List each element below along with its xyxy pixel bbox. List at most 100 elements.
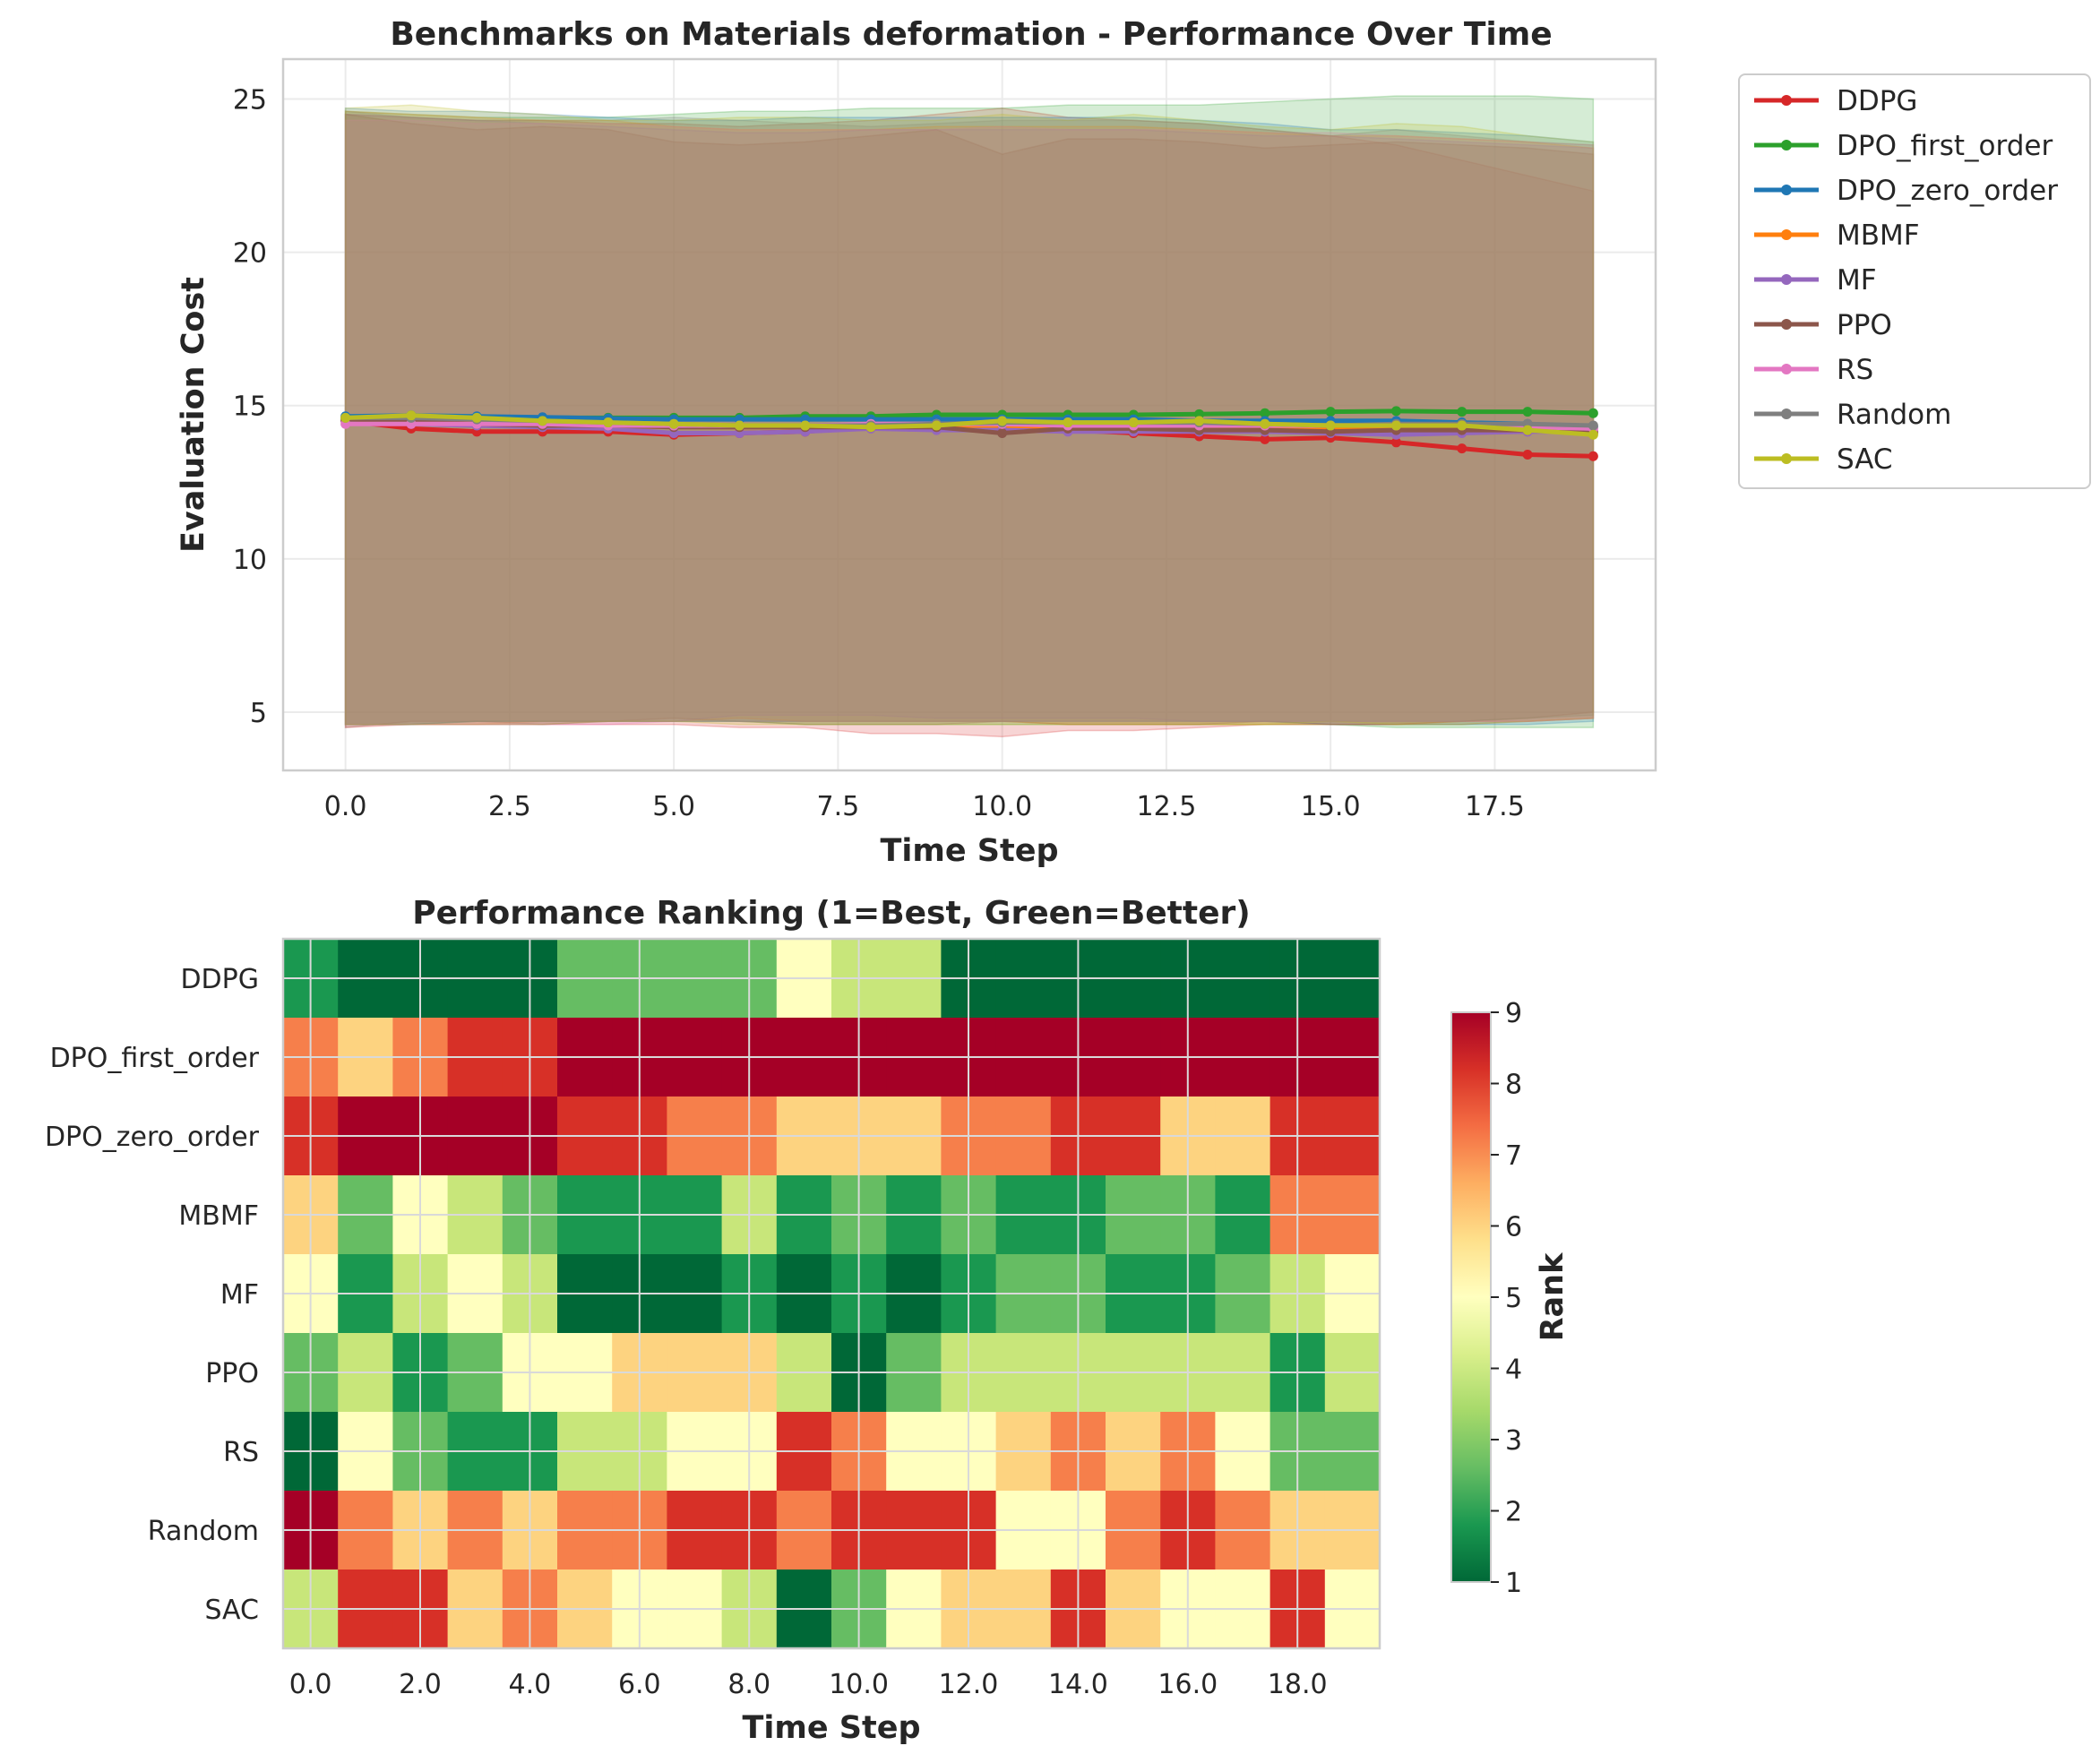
- legend-label: RS: [1837, 354, 1873, 386]
- line-x-tick-label: 7.5: [817, 791, 860, 822]
- line-x-tick-label: 0.0: [324, 791, 367, 822]
- colorbar-tick-label: 2: [1505, 1497, 1522, 1528]
- series-point-SAC: [1194, 416, 1205, 426]
- legend-label: MF: [1837, 264, 1877, 297]
- series-point-DPO_first_order: [1325, 407, 1336, 417]
- legend-marker: [1781, 229, 1792, 240]
- heatmap-gridlines: [283, 939, 1380, 1648]
- series-point-DDPG: [1390, 437, 1401, 448]
- heatmap-x-axis-label: Time Step: [743, 1710, 921, 1746]
- colorbar-tick-label: 5: [1505, 1283, 1522, 1314]
- series-point-DDPG: [1522, 449, 1533, 460]
- series-line-DPO_zero_order: [345, 413, 1594, 430]
- line-confidence-bands: [344, 95, 1595, 738]
- heatmap-row-label: DPO_first_order: [50, 1043, 260, 1074]
- line-x-tick-label: 2.5: [488, 791, 531, 822]
- legend-item-SAC: SAC: [1754, 443, 1893, 476]
- legend-marker: [1781, 319, 1792, 330]
- legend-item-DDPG: DDPG: [1754, 85, 1917, 117]
- line-x-ticks: 0.0 2.5 5.0 7.5 10.0 12.5 15.0 17.5: [324, 791, 1525, 822]
- legend-label: SAC: [1837, 443, 1893, 476]
- legend-marker: [1781, 364, 1792, 374]
- colorbar-tick-label: 9: [1505, 998, 1522, 1029]
- heatmap-row-label: SAC: [204, 1595, 259, 1626]
- line-y-tick-label: 5: [250, 698, 267, 729]
- legend-frame: [1738, 73, 2091, 489]
- legend: DDPG DPO_first_order DPO_zero_order MBMF MF P…: [1738, 73, 2091, 489]
- colorbar-label: Rank: [1535, 1252, 1571, 1341]
- series-point-DDPG: [1457, 443, 1467, 454]
- heatmap-x-tick-label: 4.0: [509, 1669, 552, 1700]
- series-line-SAC: [345, 413, 1594, 437]
- series-point-SAC: [997, 416, 1008, 426]
- colorbar-tick-label: 1: [1505, 1568, 1522, 1599]
- line-chart-title: Benchmarks on Materials deformation - Pe…: [390, 16, 1552, 53]
- line-y-axis-label: Evaluation Cost: [176, 277, 211, 553]
- series-point-DPO_first_order: [1522, 407, 1533, 417]
- line-series-group: [340, 406, 1598, 461]
- legend-item-MF: MF: [1754, 264, 1877, 297]
- heatmap-row-label: MF: [220, 1279, 259, 1311]
- legend-marker: [1781, 95, 1792, 106]
- heatmap-x-tick-label: 8.0: [727, 1669, 770, 1700]
- legend-item-DPO_zero_order: DPO_zero_order: [1754, 175, 2058, 207]
- heatmap-frame: [281, 937, 1381, 1650]
- heatmap-row-label: DDPG: [180, 964, 259, 995]
- heatmap-row-label: Random: [148, 1516, 259, 1547]
- heatmap-x-tick-label: 10.0: [829, 1669, 889, 1700]
- heatmap-row-label: MBMF: [178, 1200, 259, 1232]
- heatmap-x-ticks: 0.0 2.0 4.0 6.0 8.0 10.0 12.0 14.0 16.0 18.0: [289, 1669, 1328, 1700]
- band-DPO_first_order: [344, 95, 1595, 728]
- series-point-SAC: [340, 412, 351, 423]
- legend-item-MBMF: MBMF: [1754, 219, 1920, 252]
- colorbar-tick-label: 8: [1505, 1070, 1522, 1101]
- legend-item-Random: Random: [1754, 399, 1951, 431]
- colorbar-ticks: 1 2 3 4 5 6 7 8 9: [1491, 998, 1522, 1599]
- legend-label: DPO_first_order: [1837, 130, 2053, 162]
- line-plot-frame: [281, 57, 1657, 772]
- heatmap-x-tick-label: 0.0: [289, 1669, 332, 1700]
- series-point-DPO_first_order: [1194, 408, 1205, 419]
- heatmap-x-tick-label: 18.0: [1268, 1669, 1328, 1700]
- ranking-heatmap: Performance Ranking (1=Best, Green=Bette…: [45, 895, 1571, 1746]
- line-y-ticks: 5 10 15 20 25: [233, 84, 267, 728]
- series-point-SAC: [406, 410, 417, 421]
- series-point-SAC: [931, 420, 942, 431]
- legend-label: DPO_zero_order: [1837, 175, 2058, 207]
- series-point-DPO_first_order: [1457, 407, 1467, 417]
- series-point-DDPG: [1588, 451, 1598, 461]
- series-point-SAC: [1260, 418, 1270, 429]
- series-point-SAC: [1588, 429, 1598, 440]
- heatmap-x-tick-label: 16.0: [1158, 1669, 1218, 1700]
- colorbar-tick-label: 4: [1505, 1354, 1522, 1386]
- heatmap-row-labels: DDPG DPO_first_order DPO_zero_order MBMF MF P…: [45, 964, 260, 1626]
- heatmap-x-tick-label: 14.0: [1048, 1669, 1108, 1700]
- series-point-SAC: [1457, 420, 1467, 431]
- heatmap-x-tick-label: 12.0: [939, 1669, 999, 1700]
- series-point-DPO_first_order: [1390, 406, 1401, 417]
- legend-marker: [1781, 274, 1792, 285]
- heatmap-x-tick-label: 2.0: [399, 1669, 442, 1700]
- legend-item-DPO_first_order: DPO_first_order: [1754, 130, 2053, 162]
- series-SAC: [340, 410, 1598, 440]
- series-point-SAC: [471, 412, 482, 423]
- line-y-tick-label: 15: [233, 391, 267, 423]
- series-point-SAC: [1522, 425, 1533, 435]
- line-x-tick-label: 15.0: [1301, 791, 1361, 822]
- series-point-SAC: [538, 416, 548, 426]
- series-point-SAC: [1325, 420, 1336, 431]
- line-y-tick-label: 10: [233, 545, 267, 576]
- legend-marker: [1781, 185, 1792, 195]
- legend-label: PPO: [1837, 309, 1892, 341]
- heatmap-row-label: DPO_zero_order: [45, 1122, 260, 1153]
- series-point-DPO_first_order: [1260, 408, 1270, 418]
- line-chart: Benchmarks on Materials deformation - Pe…: [176, 16, 2091, 869]
- colorbar-tick-label: 6: [1505, 1212, 1522, 1243]
- series-point-SAC: [865, 422, 876, 433]
- series-point-SAC: [1390, 420, 1401, 431]
- legend-item-RS: RS: [1754, 354, 1873, 386]
- line-x-tick-label: 12.5: [1137, 791, 1197, 822]
- legend-label: Random: [1837, 399, 1951, 431]
- legend-marker: [1781, 408, 1792, 419]
